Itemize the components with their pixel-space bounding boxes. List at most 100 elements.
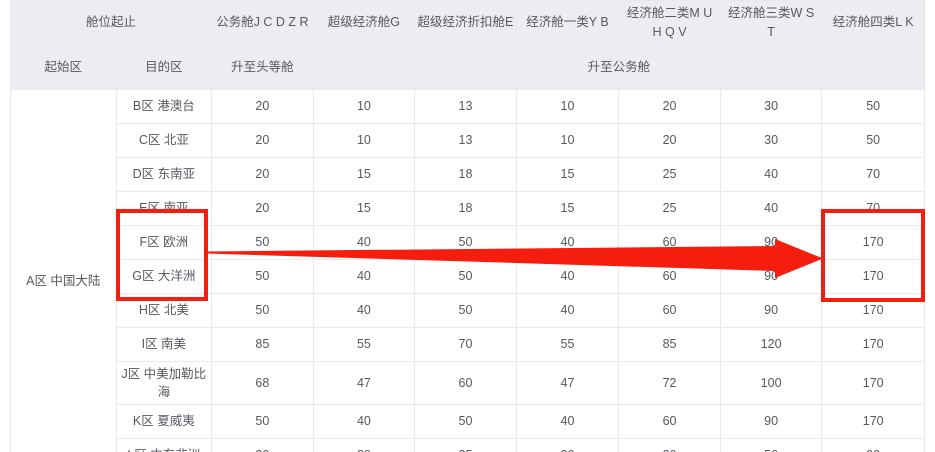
value-cell: 10 [312, 123, 416, 158]
value-cell: 10 [312, 89, 416, 124]
value-cell: 20 [618, 89, 721, 124]
value-cell: 50 [821, 123, 925, 158]
value-cell: 40 [312, 225, 416, 260]
value-cell: 50 [414, 293, 517, 328]
destination-cell: E区 南亚 [115, 191, 213, 226]
table-row: H区 北美 50 40 50 40 60 90 170 [11, 293, 925, 328]
value-cell: 40 [312, 293, 416, 328]
value-cell: 90 [821, 438, 925, 452]
table-row: F区 欧洲 50 40 50 40 60 90 170 [11, 225, 925, 260]
table-row: C区 北亚 20 10 13 10 20 30 50 [11, 123, 925, 158]
value-cell: 15 [312, 157, 416, 192]
value-cell: 10 [515, 89, 620, 124]
header-cabin-4: 经济舱二类M U H Q V [618, 0, 721, 45]
value-cell: 170 [821, 225, 925, 260]
value-cell: 72 [618, 361, 721, 405]
header-group-route: 舱位起止 [9, 0, 213, 45]
header-origin-region: 起始区 [10, 44, 117, 90]
header-destination-region: 目的区 [115, 44, 213, 90]
table-row: D区 东南亚 20 15 18 15 25 40 70 [11, 157, 925, 192]
value-cell: 50 [414, 225, 517, 260]
value-cell: 25 [618, 157, 721, 192]
value-cell: 120 [719, 327, 823, 362]
value-cell: 40 [515, 293, 620, 328]
value-cell: 50 [211, 225, 314, 260]
value-cell: 20 [618, 123, 721, 158]
value-cell: 100 [719, 361, 823, 405]
value-cell: 40 [515, 259, 620, 294]
destination-cell: C区 北亚 [115, 123, 213, 158]
value-cell: 170 [821, 293, 925, 328]
value-cell: 30 [719, 123, 823, 158]
value-cell: 50 [821, 89, 925, 124]
value-cell: 20 [211, 191, 314, 226]
destination-cell: I区 南美 [115, 327, 213, 362]
value-cell: 90 [719, 293, 823, 328]
value-cell: 40 [515, 404, 620, 439]
header-row-upgrade-target: 起始区 目的区 升至头等舱 升至公务舱 [10, 44, 926, 90]
destination-cell: H区 北美 [115, 293, 213, 328]
value-cell: 170 [821, 361, 925, 405]
value-cell: 50 [414, 404, 517, 439]
value-cell: 70 [414, 327, 517, 362]
destination-cell: B区 港澳台 [115, 89, 213, 124]
origin-region-cell: A区 中国大陆 [10, 89, 117, 452]
value-cell: 13 [414, 89, 517, 124]
header-upgrade-to-business: 升至公务舱 [312, 44, 926, 90]
value-cell: 20 [211, 89, 314, 124]
header-cabin-5: 经济舱三类W S T [719, 0, 823, 45]
value-cell: 15 [312, 191, 416, 226]
header-upgrade-to-first: 升至头等舱 [211, 44, 314, 90]
value-cell: 47 [515, 361, 620, 405]
header-row-cabin-classes: 舱位起止 公务舱J C D Z R 超级经济舱G 超级经济折扣舱E 经济舱一类Y… [9, 0, 925, 45]
table-row: A区 中国大陆 B区 港澳台 20 10 13 10 20 30 50 [10, 89, 925, 452]
table-row: I区 南美 85 55 70 55 85 120 170 [11, 327, 925, 362]
value-cell: 30 [211, 438, 314, 452]
table-row: G区 大洋洲 50 40 50 40 60 90 170 [11, 259, 925, 294]
value-cell: 50 [211, 293, 314, 328]
table-row: J区 中美加勒比海 68 47 60 47 72 100 170 [11, 361, 925, 405]
value-cell: 20 [515, 438, 620, 452]
value-cell: 60 [618, 225, 721, 260]
value-cell: 60 [618, 293, 721, 328]
value-cell: 18 [414, 157, 517, 192]
value-cell: 20 [211, 123, 314, 158]
value-cell: 68 [211, 361, 314, 405]
value-cell: 10 [515, 123, 620, 158]
value-cell: 70 [821, 157, 925, 192]
value-cell: 40 [312, 259, 416, 294]
header-cabin-0: 公务舱J C D Z R [211, 0, 314, 45]
destination-cell: F区 欧洲 [115, 225, 213, 260]
value-cell: 85 [211, 327, 314, 362]
value-cell: 13 [414, 123, 517, 158]
value-cell: 40 [312, 404, 416, 439]
table-row: K区 夏威夷 50 40 50 40 60 90 170 [11, 404, 925, 439]
value-cell: 40 [719, 157, 823, 192]
value-cell: 25 [618, 191, 721, 226]
value-cell: 15 [515, 157, 620, 192]
value-cell: 55 [515, 327, 620, 362]
value-cell: 60 [618, 259, 721, 294]
value-cell: 85 [618, 327, 721, 362]
value-cell: 170 [821, 404, 925, 439]
destination-cell: G区 大洋洲 [115, 259, 213, 294]
destination-cell: D区 东南亚 [115, 157, 213, 192]
value-cell: 50 [719, 438, 823, 452]
value-cell: 170 [821, 259, 925, 294]
value-cell: 60 [618, 404, 721, 439]
header-cabin-2: 超级经济折扣舱E [414, 0, 517, 45]
value-cell: 50 [211, 404, 314, 439]
header-cabin-1: 超级经济舱G [312, 0, 416, 45]
value-cell: 40 [719, 191, 823, 226]
value-cell: 30 [618, 438, 721, 452]
table-row: L区 中东非洲30202520305090 [11, 438, 925, 452]
destination-cell: J区 中美加勒比海 [115, 361, 213, 405]
table-row: E区 南亚 20 15 18 15 25 40 70 [11, 191, 925, 226]
value-cell: 55 [312, 327, 416, 362]
value-cell: 47 [312, 361, 416, 405]
value-cell: 50 [414, 259, 517, 294]
value-cell: 30 [719, 89, 823, 124]
table-body: A区 中国大陆 B区 港澳台 20 10 13 10 20 30 50 C区 北亚 20 10 13 10… [10, 89, 925, 452]
value-cell: 70 [821, 191, 925, 226]
destination-cell: L区 中东非洲 [115, 438, 213, 452]
